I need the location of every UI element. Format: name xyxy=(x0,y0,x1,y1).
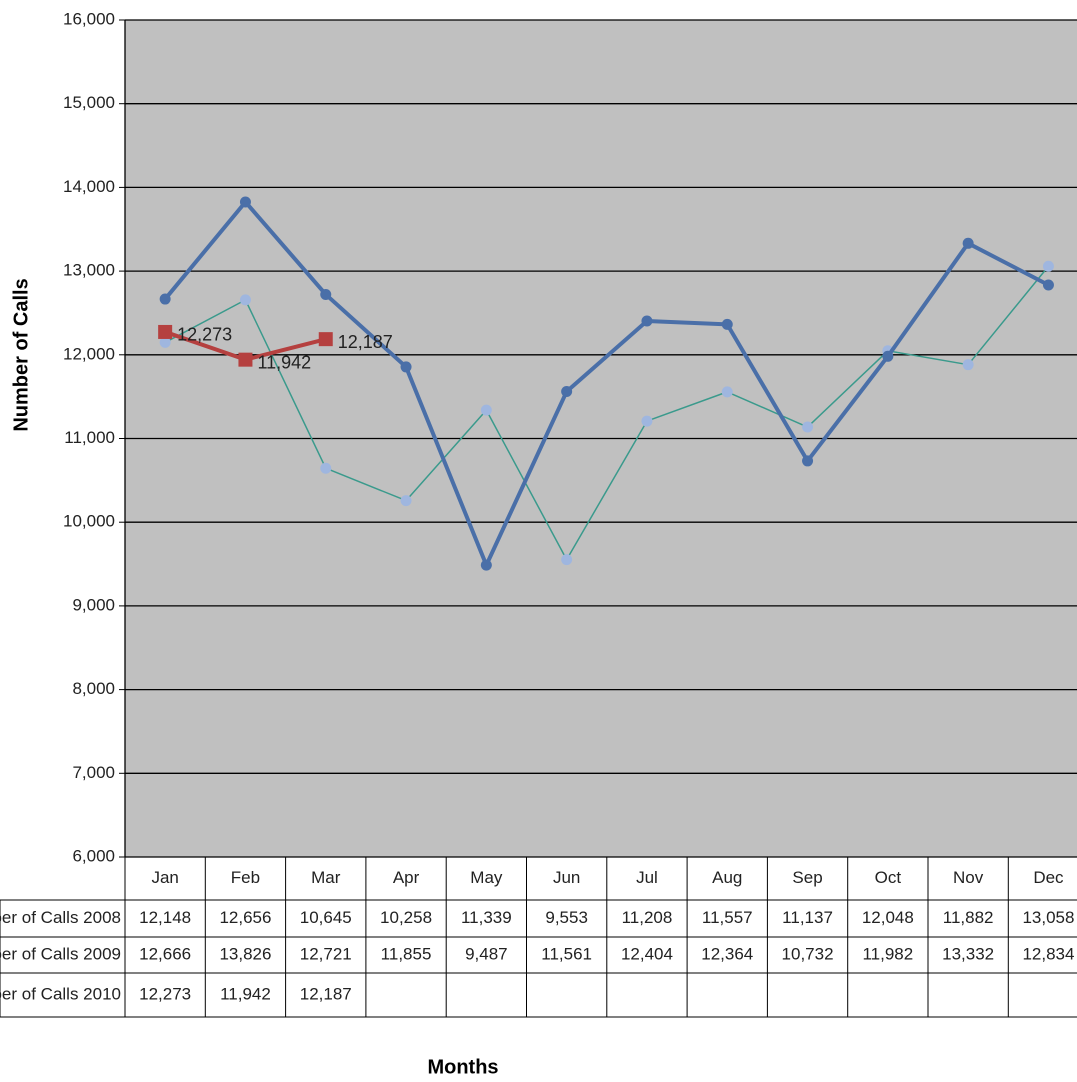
table-cell: 9,553 xyxy=(545,908,588,927)
marker xyxy=(561,554,573,566)
legend-label: Number of Calls 2008 xyxy=(0,908,121,927)
marker xyxy=(721,318,733,330)
table-cell: 9,487 xyxy=(465,944,508,963)
table-cell: 11,561 xyxy=(541,944,592,963)
table-cell: 12,273 xyxy=(139,984,191,1003)
x-tick-label: May xyxy=(470,868,503,887)
table-cell: 12,048 xyxy=(862,908,914,927)
marker xyxy=(561,386,573,398)
x-tick-label: Jun xyxy=(553,868,580,887)
marker xyxy=(320,288,332,300)
table-cell: 12,721 xyxy=(300,944,352,963)
data-label: 11,942 xyxy=(257,352,311,372)
data-label: 12,187 xyxy=(338,332,393,352)
marker xyxy=(962,359,974,371)
table-cell: 12,666 xyxy=(139,944,191,963)
x-tick-label: Jul xyxy=(636,868,658,887)
table-cell: 13,826 xyxy=(219,944,271,963)
table-cell: 12,834 xyxy=(1022,944,1074,963)
marker xyxy=(320,462,332,474)
x-tick-label: Nov xyxy=(953,868,984,887)
marker xyxy=(158,324,173,339)
legend-label: Number of Calls 2009 xyxy=(0,944,121,963)
table-cell: 11,855 xyxy=(381,944,432,963)
y-tick-label: 9,000 xyxy=(72,595,115,614)
x-tick-label: Dec xyxy=(1033,868,1064,887)
y-tick-label: 7,000 xyxy=(72,763,115,782)
x-tick-label: Jan xyxy=(151,868,178,887)
table-cell: 11,339 xyxy=(461,908,512,927)
marker xyxy=(159,293,171,305)
marker xyxy=(962,237,974,249)
y-tick-label: 6,000 xyxy=(72,846,115,865)
table-cell: 11,137 xyxy=(782,908,833,927)
y-tick-label: 15,000 xyxy=(63,93,115,112)
y-tick-label: 16,000 xyxy=(63,9,115,28)
table-cell: 10,732 xyxy=(782,944,834,963)
marker xyxy=(239,196,251,208)
y-axis-title: Number of Calls xyxy=(10,278,32,431)
table-cell: 11,982 xyxy=(862,944,913,963)
table-cell: 10,258 xyxy=(380,908,432,927)
legend-label: Number of Calls 2010 xyxy=(0,984,121,1003)
y-tick-label: 10,000 xyxy=(63,512,115,531)
table-cell: 12,148 xyxy=(139,908,191,927)
table-cell: 12,187 xyxy=(300,984,352,1003)
table-cell: 12,404 xyxy=(621,944,673,963)
y-tick-label: 11,000 xyxy=(64,428,115,447)
x-tick-label: Aug xyxy=(712,868,742,887)
marker xyxy=(802,421,814,433)
series-line xyxy=(164,265,1050,561)
marker xyxy=(480,559,492,571)
marker xyxy=(480,404,492,416)
table-cell: 11,882 xyxy=(943,908,994,927)
series-line xyxy=(163,199,1050,568)
marker xyxy=(1042,279,1054,291)
x-tick-label: Oct xyxy=(875,868,902,887)
data-label: 12,273 xyxy=(177,325,232,345)
x-tick-label: Sep xyxy=(792,868,822,887)
marker xyxy=(318,332,333,347)
y-tick-label: 13,000 xyxy=(63,261,115,280)
marker xyxy=(400,495,412,507)
marker xyxy=(1042,260,1054,272)
x-tick-label: Mar xyxy=(311,868,341,887)
marker xyxy=(882,350,894,362)
table-cell: 10,645 xyxy=(300,908,352,927)
x-axis-title: Months xyxy=(427,1056,498,1078)
table-cell: 11,942 xyxy=(220,984,271,1003)
y-tick-label: 14,000 xyxy=(63,177,115,196)
marker xyxy=(239,294,251,306)
marker xyxy=(159,336,171,348)
table-cell: 11,557 xyxy=(702,908,753,927)
table-cell: 13,058 xyxy=(1022,908,1074,927)
table-cell: 13,332 xyxy=(942,944,994,963)
marker xyxy=(641,415,653,427)
marker xyxy=(400,361,412,373)
x-tick-label: Feb xyxy=(231,868,260,887)
marker xyxy=(802,455,814,467)
y-tick-label: 8,000 xyxy=(72,679,115,698)
marker xyxy=(238,352,253,367)
y-tick-label: 12,000 xyxy=(63,344,115,363)
table-cell: 12,656 xyxy=(219,908,271,927)
table-cell: 11,208 xyxy=(622,908,673,927)
x-tick-label: Apr xyxy=(393,868,420,887)
marker xyxy=(721,386,733,398)
marker xyxy=(641,315,653,327)
table-cell: 12,364 xyxy=(701,944,753,963)
